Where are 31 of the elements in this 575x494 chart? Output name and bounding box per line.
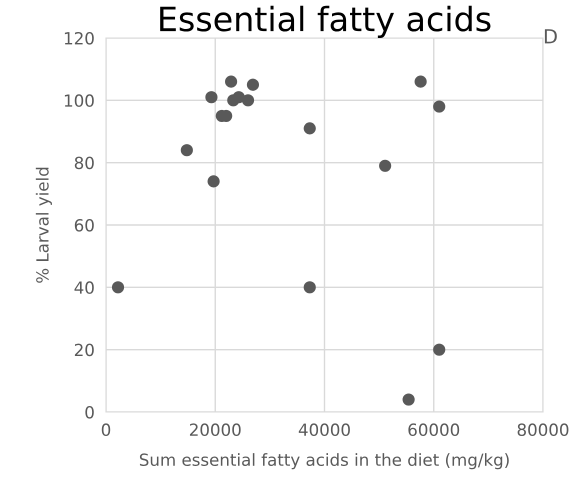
y-axis-title: % Larval yield: [36, 168, 52, 283]
point: [180, 144, 193, 156]
chart-title: Essential fatty acids: [160, 6, 490, 38]
point: [433, 344, 446, 356]
y-tick-label: 120: [64, 32, 94, 45]
y-tick-label: 40: [74, 281, 94, 294]
point: [304, 122, 316, 134]
point: [225, 76, 238, 88]
x-tick-label: 80000: [518, 423, 568, 436]
y-tick-label: 20: [74, 344, 94, 356]
x-tick-label: 40000: [298, 423, 350, 436]
point: [112, 281, 124, 294]
point: [232, 91, 245, 104]
text: D: [544, 29, 557, 44]
x-axis-title: Sum essential fatty acids in the diet (mg/kg): [140, 453, 509, 470]
point: [208, 175, 220, 188]
x-tick-label: 20000: [190, 423, 241, 436]
y-tick-label: 100: [64, 94, 94, 107]
x-tick-label: 0: [102, 423, 110, 436]
y-tick-label: 80: [74, 156, 94, 170]
point: [304, 281, 316, 294]
point: [414, 76, 427, 88]
point: [433, 100, 446, 113]
point: [402, 393, 415, 406]
point: [379, 160, 392, 172]
y-tick-label: 0: [85, 406, 94, 419]
y-tick-label: 60: [74, 218, 94, 232]
point: [205, 91, 218, 104]
x-tick-label: 60000: [408, 423, 460, 436]
point: [242, 94, 254, 106]
point: [246, 78, 260, 91]
